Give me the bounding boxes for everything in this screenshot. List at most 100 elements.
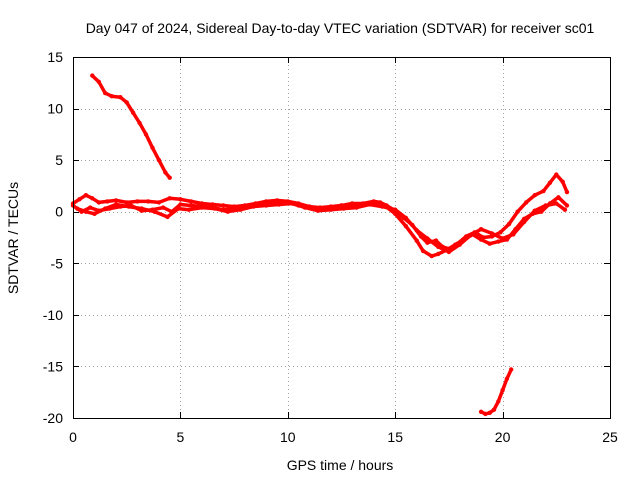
data-point [541, 188, 546, 194]
data-point [199, 205, 205, 210]
data-point [354, 205, 359, 210]
data-point [350, 201, 355, 206]
data-point [178, 197, 183, 202]
grid [73, 57, 610, 418]
y-tick-label: -15 [43, 358, 63, 374]
data-point [103, 90, 108, 96]
data-point [156, 200, 162, 205]
data-point [500, 236, 505, 241]
data-point [414, 228, 419, 233]
y-tick-label: -10 [43, 307, 63, 323]
data-point [483, 411, 488, 417]
data-point [167, 175, 172, 180]
x-tick-label: 10 [280, 429, 296, 445]
data-point [478, 237, 484, 242]
x-tick-label: 5 [177, 429, 185, 445]
data-point [328, 207, 333, 212]
data-point [511, 232, 516, 237]
data-point [167, 196, 172, 201]
data-point [264, 200, 269, 205]
data-point [457, 242, 462, 247]
data-point [506, 221, 512, 227]
data-point [524, 200, 529, 205]
data-point [165, 214, 170, 220]
data-point [161, 205, 166, 210]
data-point [532, 193, 537, 198]
data-point [429, 253, 434, 259]
data-point [556, 195, 561, 200]
x-tick-label: 15 [387, 429, 403, 445]
data-point [152, 209, 157, 214]
data-point [103, 206, 108, 211]
data-point [150, 145, 155, 150]
data-point [554, 172, 559, 177]
data-point [341, 206, 346, 211]
data-point [554, 201, 559, 206]
data-point [515, 209, 520, 214]
data-point [221, 203, 226, 208]
data-point [135, 199, 140, 204]
data-point [539, 209, 544, 214]
data-point [96, 200, 102, 205]
data-point [124, 100, 129, 105]
series-line-segment-main-2 [71, 195, 569, 258]
data-point [433, 238, 439, 243]
data-point [90, 73, 95, 78]
x-tick-label: 0 [69, 429, 77, 445]
data-point [113, 198, 119, 203]
data-point [274, 198, 280, 203]
y-tick-label: -5 [51, 255, 64, 271]
data-point [137, 120, 142, 126]
data-point [564, 189, 570, 195]
data-point [436, 244, 441, 249]
y-tick-label: 10 [47, 101, 63, 117]
series-layer [70, 73, 570, 417]
data-point [238, 207, 243, 212]
data-point [210, 202, 215, 207]
chart-title: Day 047 of 2024, Sidereal Day-to-day VTE… [86, 20, 595, 36]
data-point [425, 240, 430, 245]
data-point [156, 157, 162, 163]
data-point [414, 238, 419, 243]
data-point [90, 196, 95, 201]
data-point [188, 203, 194, 208]
data-point [403, 224, 409, 229]
data-point [403, 215, 409, 221]
data-point [75, 206, 80, 211]
data-point [83, 193, 89, 198]
y-tick-label: -20 [43, 410, 63, 426]
data-point [380, 204, 385, 209]
data-point [143, 132, 149, 137]
data-point [88, 205, 93, 210]
data-point [83, 209, 89, 214]
data-point [130, 110, 136, 115]
data-point [176, 206, 181, 211]
data-point [277, 202, 282, 207]
plot-frame [73, 57, 611, 419]
data-point [92, 211, 97, 216]
data-point [126, 204, 131, 209]
data-point [543, 203, 548, 208]
data-point [109, 94, 114, 99]
data-point [212, 206, 217, 211]
data-point [96, 79, 102, 85]
data-point [560, 179, 565, 184]
y-tick-label: 0 [55, 204, 63, 220]
y-tick-label: 5 [55, 152, 63, 168]
data-point [425, 236, 430, 241]
data-point [420, 248, 426, 254]
data-point [225, 209, 230, 214]
axis-ticks: 0 5 10 15 20 25 -20 -15 -10 -5 0 5 10 15 [43, 49, 618, 445]
data-point [178, 202, 183, 207]
x-axis-label: GPS time / hours [287, 457, 394, 473]
data-point [186, 207, 192, 212]
data-point [478, 409, 484, 414]
data-point [139, 206, 144, 211]
data-point [468, 233, 473, 238]
data-point [163, 170, 168, 175]
data-point [547, 180, 553, 185]
y-tick-label: 15 [47, 49, 63, 65]
data-point [487, 241, 492, 246]
data-point [446, 249, 452, 255]
data-point [498, 230, 503, 235]
